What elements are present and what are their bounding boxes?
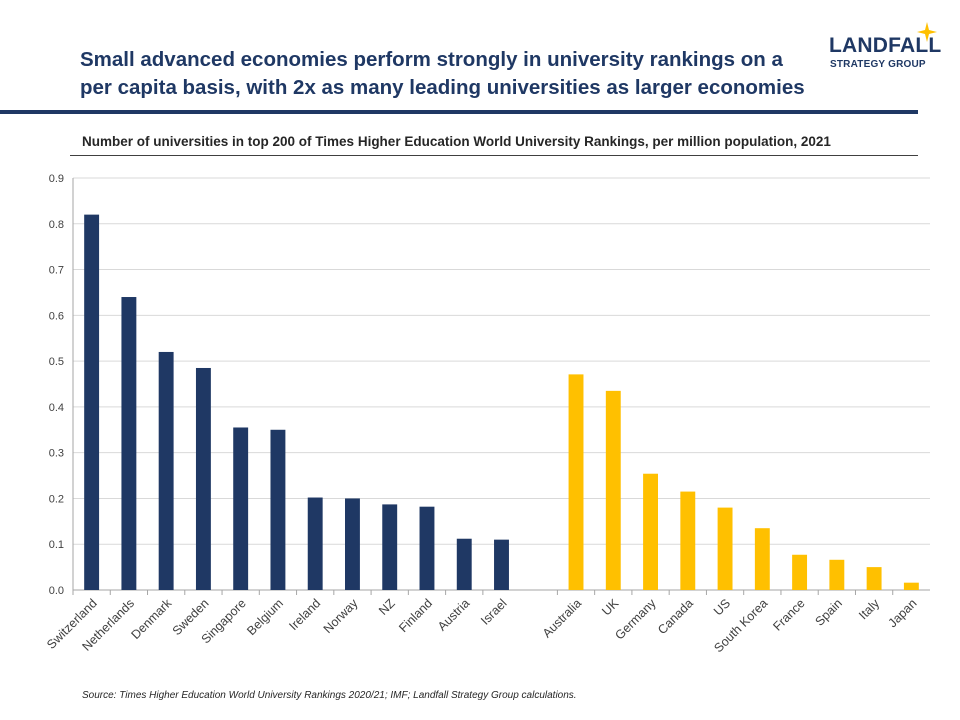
bar-chart: 0.00.10.20.30.40.50.60.70.80.9Switzerlan… [44, 173, 930, 655]
bar [866, 567, 882, 590]
bar [382, 504, 398, 590]
y-tick-label: 0.4 [49, 402, 64, 414]
bar [307, 497, 323, 590]
source-note: Source: Times Higher Education World Uni… [82, 690, 577, 701]
x-tick-label: Germany [612, 596, 659, 643]
x-tick-label: Canada [655, 596, 696, 637]
bar [84, 214, 100, 590]
y-tick-label: 0.2 [49, 493, 64, 505]
x-tick-label: UK [599, 596, 622, 619]
bar [158, 351, 174, 590]
x-tick-label: Belgium [244, 596, 286, 638]
x-tick-label: Ireland [286, 596, 323, 633]
y-tick-label: 0.6 [49, 310, 64, 322]
bar [829, 559, 845, 590]
bar [195, 367, 211, 590]
bar [568, 374, 584, 590]
x-tick-label: Finland [396, 596, 435, 635]
x-tick-label: Spain [812, 596, 845, 629]
y-tick-label: 0.0 [49, 585, 64, 597]
subtitle-divider [70, 155, 918, 156]
bar [792, 554, 808, 590]
bar [456, 538, 472, 590]
bar [233, 427, 249, 590]
y-tick-label: 0.3 [49, 448, 64, 460]
bar [494, 539, 509, 590]
bar [680, 491, 696, 590]
bar [419, 506, 435, 590]
star-icon [917, 22, 937, 42]
bar [903, 582, 919, 590]
x-tick-label: Italy [856, 596, 883, 623]
x-tick-label: Australia [540, 596, 584, 640]
bar [754, 528, 770, 590]
chart-subtitle: Number of universities in top 200 of Tim… [82, 134, 831, 149]
logo-subtitle: STRATEGY GROUP [830, 59, 926, 70]
bar [717, 507, 733, 590]
bar [121, 297, 137, 590]
y-tick-label: 0.8 [49, 219, 64, 231]
y-tick-label: 0.9 [49, 173, 64, 185]
x-tick-label: Japan [886, 596, 920, 630]
y-tick-label: 0.7 [49, 265, 64, 277]
x-tick-label: France [770, 596, 807, 633]
x-tick-label: US [711, 596, 733, 618]
bar [605, 390, 621, 590]
x-tick-label: Israel [478, 596, 510, 628]
logo-name: LANDFALL [829, 34, 942, 57]
x-tick-label: NZ [376, 596, 398, 618]
company-logo: LANDFALL STRATEGY GROUP [829, 22, 942, 72]
chart-title: Small advanced economies perform strongl… [80, 48, 805, 99]
bar [345, 498, 360, 590]
x-tick-label: Austria [435, 596, 472, 633]
bar [270, 429, 286, 590]
x-tick-label: Denmark [129, 596, 175, 642]
header-divider [0, 110, 918, 114]
bar [643, 473, 658, 590]
y-tick-label: 0.5 [49, 356, 64, 368]
x-tick-label: Norway [321, 596, 361, 636]
y-tick-label: 0.1 [49, 539, 64, 551]
